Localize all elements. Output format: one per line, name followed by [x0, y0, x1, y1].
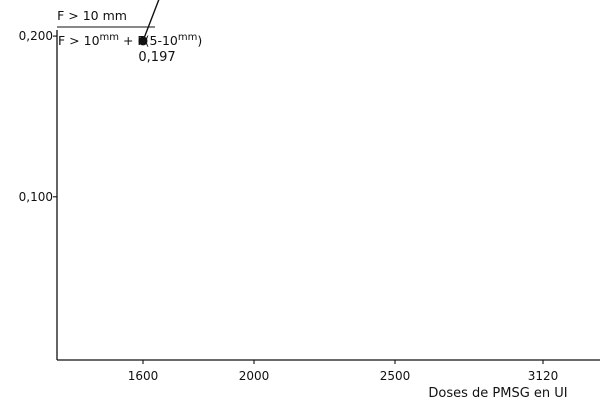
series-layer: 0,1970,3770,5170,555: [138, 0, 176, 65]
y-label-numerator: F > 10 mm: [57, 8, 127, 23]
y-label-denominator-part3: ): [197, 33, 202, 48]
y-label-denominator-part2: + F(5-10: [119, 33, 178, 48]
x-tick-label: 2000: [239, 369, 270, 383]
y-label-denominator-sup1: mm: [100, 32, 119, 43]
x-tick-label: 1600: [128, 369, 159, 383]
y-label-denominator-sup2: mm: [178, 32, 197, 43]
y-axis-label: F > 10 mm F > 10mm + F(5-10mm): [57, 8, 202, 48]
y-label-denominator: F > 10mm + F(5-10mm): [58, 32, 202, 48]
y-tick-label: 0,200: [19, 29, 53, 43]
x-axis-label: Doses de PMSG en UI: [428, 386, 567, 401]
x-ticks: 1600 2000 2500 3120: [128, 360, 559, 383]
data-label: 0,197: [138, 50, 175, 65]
x-tick-label: 3120: [528, 369, 559, 383]
x-tick-label: 2500: [380, 369, 411, 383]
y-tick-label: 0,100: [19, 190, 53, 204]
series-line: [142, 0, 160, 42]
y-label-denominator-part1: F > 10: [58, 33, 100, 48]
data-point: [138, 36, 148, 46]
